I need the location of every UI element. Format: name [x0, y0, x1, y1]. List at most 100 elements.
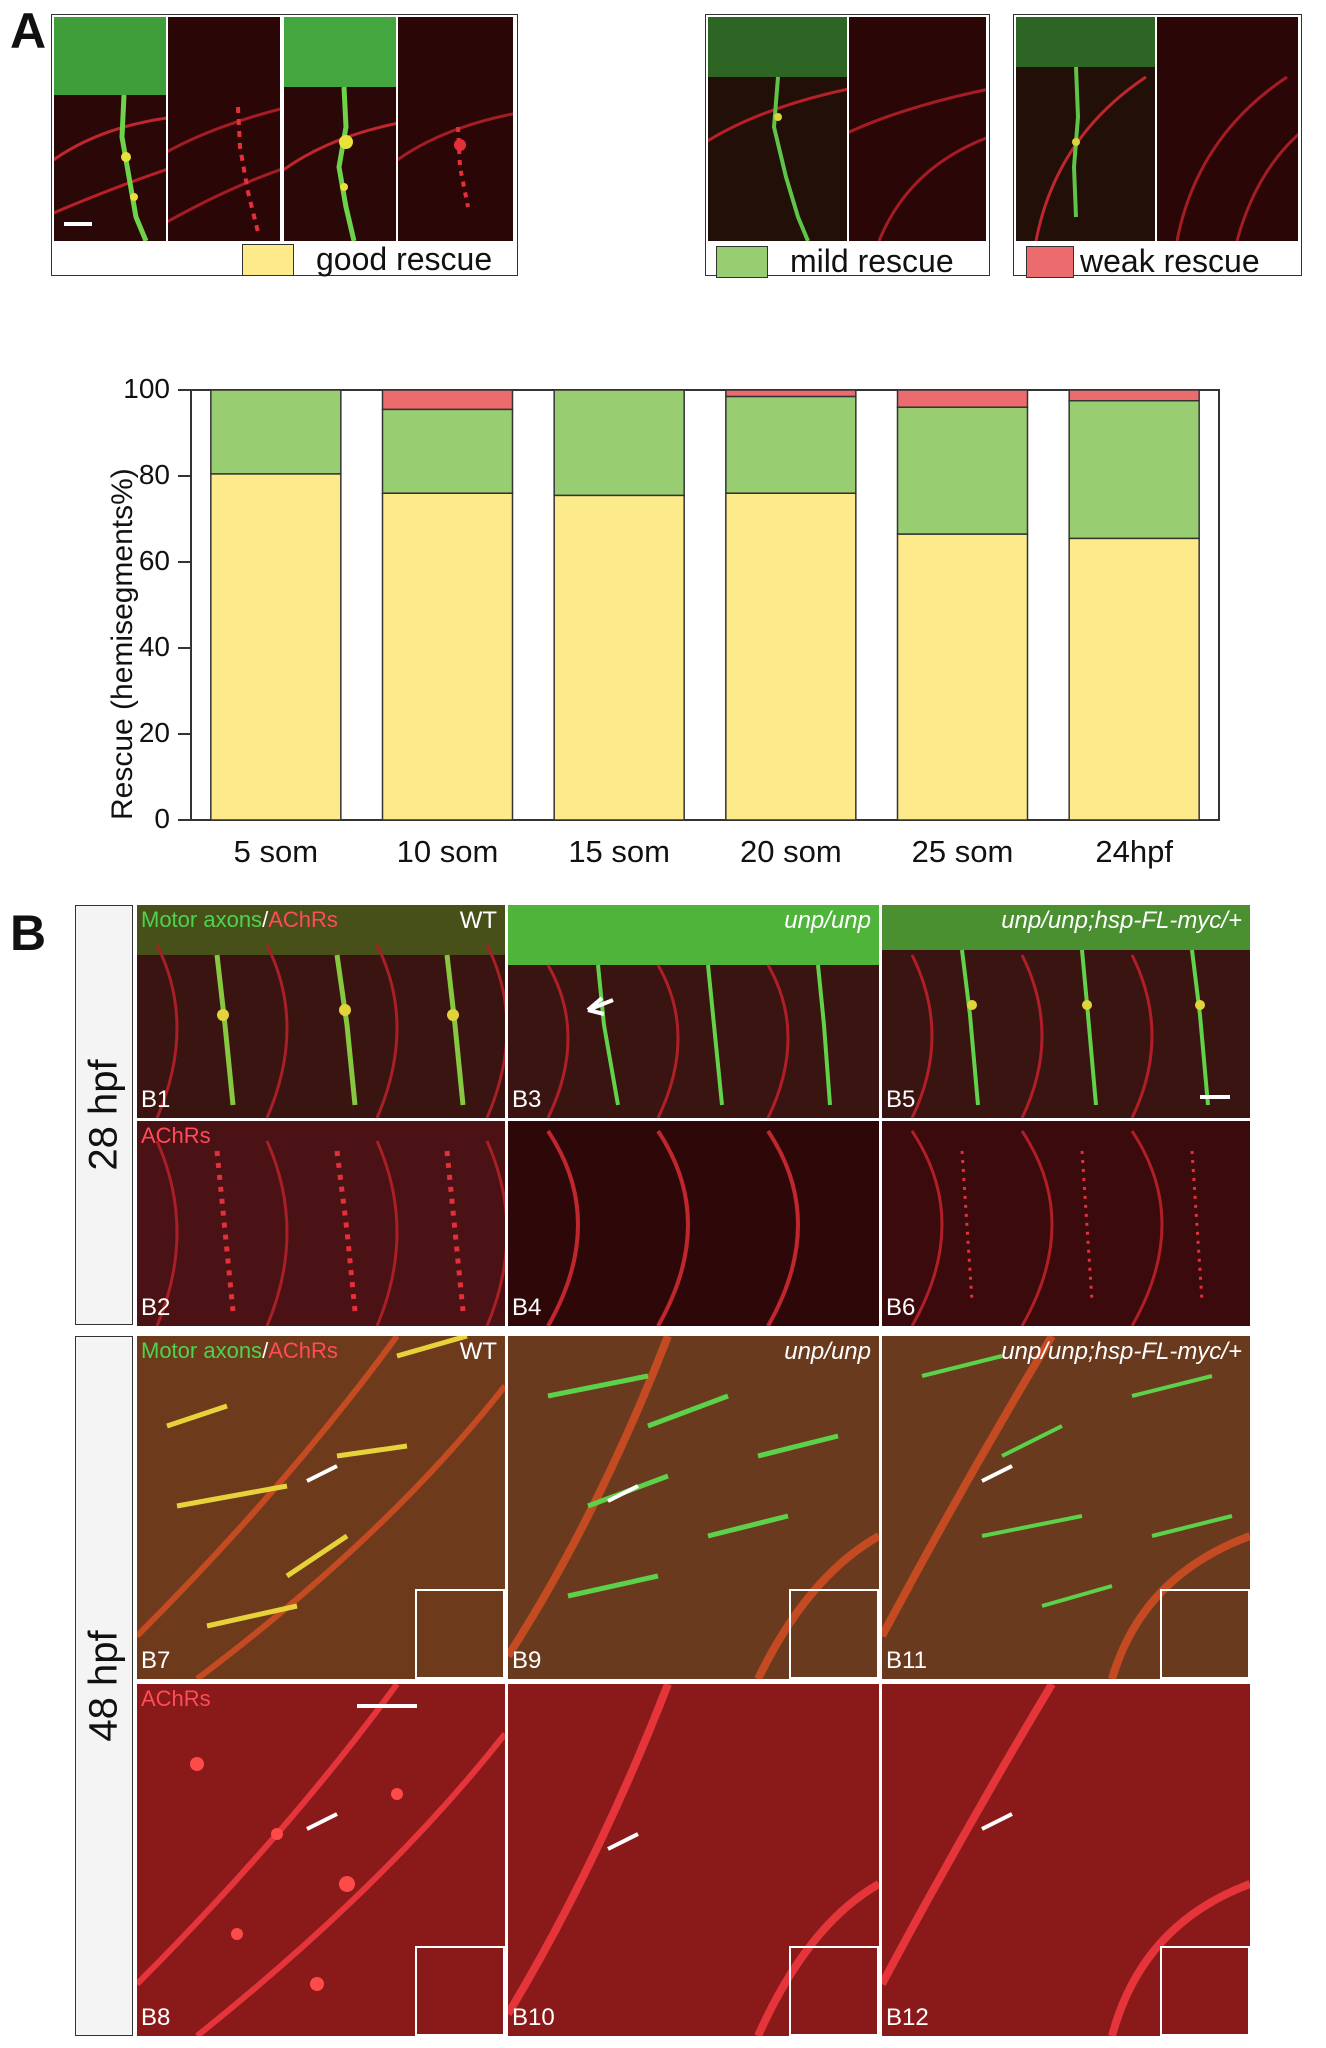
- y-tick-mark: [178, 561, 190, 563]
- y-tick-label: 20: [138, 717, 170, 748]
- time-label-28hpf: 28 hpf: [81, 1059, 126, 1171]
- bar-segment-mild-rescue: [725, 395, 857, 494]
- weak-rescue-frame: weak rescue: [1013, 14, 1302, 279]
- time-label-48hpf: 48 hpf: [81, 1630, 126, 1742]
- y-tick-label: 80: [138, 459, 170, 490]
- panel-a-letter: A: [10, 3, 47, 59]
- y-tick-mark: [178, 647, 190, 649]
- panel-id-b10: B10: [512, 2004, 555, 2031]
- bar-segment-good-rescue: [553, 494, 685, 821]
- bar-segment-weak-rescue: [381, 389, 514, 411]
- micrograph-weak-merge: [1016, 17, 1155, 241]
- rescue-bar-chart: [190, 389, 1220, 821]
- panel-id-b6: B6: [886, 1294, 916, 1321]
- panel-id-b2: B2: [141, 1294, 171, 1321]
- panel-id-b9: B9: [512, 1647, 542, 1674]
- bar-segment-weak-rescue: [1068, 389, 1200, 402]
- micrograph-b11: unp/unp;hsp-FL-myc/+ B11: [882, 1336, 1250, 1679]
- bar-segment-good-rescue: [210, 473, 342, 821]
- micrograph-mild-merge: [708, 17, 847, 241]
- micrograph-b6: B6: [882, 1121, 1250, 1326]
- merge-label-b7: Motor axons/AChRs: [141, 1338, 338, 1363]
- genotype-label-b5: unp/unp;hsp-FL-myc/+: [1001, 907, 1242, 934]
- micrograph-b12: B12: [882, 1684, 1250, 2036]
- time-tab-28hpf: 28 hpf: [75, 905, 133, 1325]
- panel-id-b1: B1: [141, 1086, 171, 1113]
- bar-segment-good-rescue: [896, 533, 1029, 821]
- mild-rescue-swatch: [716, 245, 768, 278]
- panel-id-b5: B5: [886, 1086, 916, 1113]
- inset-b8: [415, 1946, 505, 2036]
- panel-id-b4: B4: [512, 1294, 542, 1321]
- plot-frame: [190, 389, 1220, 821]
- panel-id-b8: B8: [141, 2004, 171, 2031]
- micrograph-b4: B4: [508, 1121, 879, 1326]
- micrograph-good-1-achr: [168, 17, 280, 241]
- micrograph-b9: unp/unp B9: [508, 1336, 879, 1679]
- y-tick-mark: [178, 475, 190, 477]
- genotype-label-b9: unp/unp: [784, 1338, 871, 1365]
- x-category-label: 25 som: [911, 834, 1014, 869]
- y-tick-label: 60: [138, 545, 170, 576]
- legend-good-rescue: good rescue: [242, 241, 492, 278]
- x-category-label: 10 som: [396, 834, 499, 869]
- bar-segment-mild-rescue: [210, 389, 342, 475]
- genotype-label-b1: WT: [459, 907, 497, 934]
- micrograph-good-1-merge: [54, 17, 166, 241]
- micrograph-b1: Motor axons/AChRs WT B1: [137, 905, 505, 1118]
- weak-rescue-label: weak rescue: [1080, 243, 1260, 279]
- inset-b11: [1160, 1589, 1250, 1679]
- panel-id-b3: B3: [512, 1086, 542, 1113]
- good-rescue-frame: good rescue: [51, 14, 518, 278]
- good-rescue-label: good rescue: [316, 241, 493, 277]
- achr-label-b8: AChRs: [141, 1686, 211, 1711]
- bar-segment-good-rescue: [725, 492, 857, 821]
- x-category-label: 5 som: [233, 834, 319, 869]
- y-tick-mark: [178, 819, 190, 821]
- x-category-label: 24hpf: [1095, 834, 1173, 869]
- y-tick-label: 0: [154, 803, 170, 834]
- genotype-label-b11: unp/unp;hsp-FL-myc/+: [1001, 1338, 1242, 1365]
- panel-b-letter: B: [10, 905, 47, 961]
- bar-segment-mild-rescue: [381, 408, 514, 494]
- micrograph-b3: unp/unp B3: [508, 905, 879, 1118]
- y-tick-mark: [178, 733, 190, 735]
- micrograph-good-2-merge: [284, 17, 396, 241]
- genotype-label-b7: WT: [459, 1338, 497, 1365]
- panel-id-b7: B7: [141, 1647, 171, 1674]
- merge-label-b1: Motor axons/AChRs: [141, 907, 338, 932]
- time-tab-48hpf: 48 hpf: [75, 1336, 133, 2036]
- legend-mild-rescue: mild rescue: [716, 243, 954, 280]
- inset-b9: [789, 1589, 879, 1679]
- bar-segment-mild-rescue: [896, 406, 1029, 535]
- mild-rescue-label: mild rescue: [790, 243, 954, 279]
- bar-segment-good-rescue: [381, 492, 514, 821]
- micrograph-b8: AChRs B8: [137, 1684, 505, 2036]
- mild-rescue-frame: mild rescue: [705, 14, 990, 279]
- y-tick-label: 40: [138, 631, 170, 662]
- inset-b12: [1160, 1946, 1250, 2036]
- good-rescue-swatch: [242, 243, 294, 276]
- panel-id-b12: B12: [886, 2004, 929, 2031]
- micrograph-good-2-achr: [398, 17, 513, 241]
- micrograph-b7: Motor axons/AChRs WT B7: [137, 1336, 505, 1679]
- y-tick-mark: [178, 389, 190, 391]
- genotype-label-b3: unp/unp: [784, 907, 871, 934]
- weak-rescue-swatch: [1026, 245, 1074, 278]
- bar-segment-weak-rescue: [725, 389, 857, 398]
- micrograph-b2: AChRs B2: [137, 1121, 505, 1326]
- x-category-label: 15 som: [568, 834, 670, 869]
- micrograph-mild-achr: [849, 17, 986, 241]
- panel-id-b11: B11: [886, 1647, 927, 1674]
- bar-segment-weak-rescue: [896, 389, 1029, 408]
- legend-weak-rescue: weak rescue: [1026, 243, 1260, 280]
- y-tick-label: 100: [123, 373, 170, 404]
- micrograph-weak-achr: [1157, 17, 1298, 241]
- micrograph-b10: B10: [508, 1684, 879, 2036]
- bar-segment-mild-rescue: [1068, 400, 1200, 540]
- inset-b7: [415, 1589, 505, 1679]
- achr-label-b2: AChRs: [141, 1123, 211, 1148]
- x-category-label: 20 som: [739, 834, 842, 869]
- inset-b10: [789, 1946, 879, 2036]
- bar-segment-mild-rescue: [553, 389, 685, 497]
